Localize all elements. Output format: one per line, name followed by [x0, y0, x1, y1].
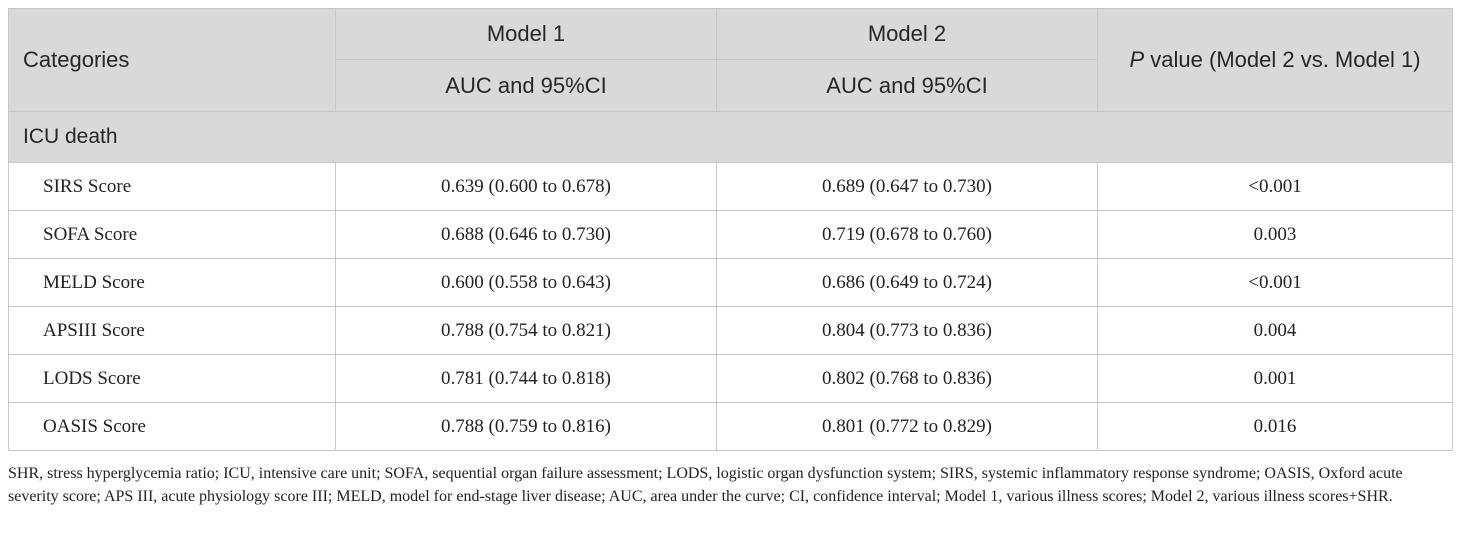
table-body: ICU death SIRS Score 0.639 (0.600 to 0.6… — [8, 111, 1453, 451]
table-container: Categories Model 1 Model 2 P value (Mode… — [8, 8, 1453, 508]
table-footnote: SHR, stress hyperglycemia ratio; ICU, in… — [8, 465, 1403, 505]
header-categories: Categories — [8, 8, 336, 112]
row-model-2-auc: 0.802 (0.768 to 0.836) — [716, 354, 1098, 403]
row-label: SIRS Score — [8, 162, 336, 211]
row-p-value: 0.004 — [1097, 306, 1453, 355]
header-p-value: P value (Model 2 vs. Model 1) — [1097, 8, 1453, 112]
header-auc-model-1: AUC and 95%CI — [335, 59, 717, 112]
row-model-1-auc: 0.639 (0.600 to 0.678) — [335, 162, 717, 211]
table-header: Categories Model 1 Model 2 P value (Mode… — [8, 8, 1453, 112]
row-label: MELD Score — [8, 258, 336, 307]
row-model-2-auc: 0.686 (0.649 to 0.724) — [716, 258, 1098, 307]
row-label: OASIS Score — [8, 402, 336, 451]
row-label: LODS Score — [8, 354, 336, 403]
row-model-1-auc: 0.688 (0.646 to 0.730) — [335, 210, 717, 259]
row-label: SOFA Score — [8, 210, 336, 259]
row-model-2-auc: 0.689 (0.647 to 0.730) — [716, 162, 1098, 211]
row-p-value: 0.003 — [1097, 210, 1453, 259]
row-p-value: 0.001 — [1097, 354, 1453, 403]
row-p-value: 0.016 — [1097, 402, 1453, 451]
row-model-1-auc: 0.600 (0.558 to 0.643) — [335, 258, 717, 307]
table-row: LODS Score 0.781 (0.744 to 0.818) 0.802 … — [8, 354, 1453, 403]
row-p-value: <0.001 — [1097, 258, 1453, 307]
table-row: APSIII Score 0.788 (0.754 to 0.821) 0.80… — [8, 306, 1453, 355]
header-model-2: Model 2 — [716, 8, 1098, 60]
row-model-1-auc: 0.788 (0.754 to 0.821) — [335, 306, 717, 355]
header-p-text: value (Model 2 vs. Model 1) — [1144, 47, 1421, 72]
header-p-letter: P — [1129, 47, 1145, 72]
auc-comparison-table: Categories Model 1 Model 2 P value (Mode… — [8, 8, 1453, 451]
section-label: ICU death — [8, 111, 1453, 163]
section-row: ICU death — [8, 111, 1453, 163]
row-model-2-auc: 0.804 (0.773 to 0.836) — [716, 306, 1098, 355]
row-label: APSIII Score — [8, 306, 336, 355]
row-model-1-auc: 0.788 (0.759 to 0.816) — [335, 402, 717, 451]
row-model-1-auc: 0.781 (0.744 to 0.818) — [335, 354, 717, 403]
table-row: SOFA Score 0.688 (0.646 to 0.730) 0.719 … — [8, 210, 1453, 259]
row-model-2-auc: 0.719 (0.678 to 0.760) — [716, 210, 1098, 259]
row-model-2-auc: 0.801 (0.772 to 0.829) — [716, 402, 1098, 451]
table-row: OASIS Score 0.788 (0.759 to 0.816) 0.801… — [8, 402, 1453, 451]
table-row: SIRS Score 0.639 (0.600 to 0.678) 0.689 … — [8, 162, 1453, 211]
table-row: MELD Score 0.600 (0.558 to 0.643) 0.686 … — [8, 258, 1453, 307]
header-model-1: Model 1 — [335, 8, 717, 60]
header-auc-model-2: AUC and 95%CI — [716, 59, 1098, 112]
row-p-value: <0.001 — [1097, 162, 1453, 211]
